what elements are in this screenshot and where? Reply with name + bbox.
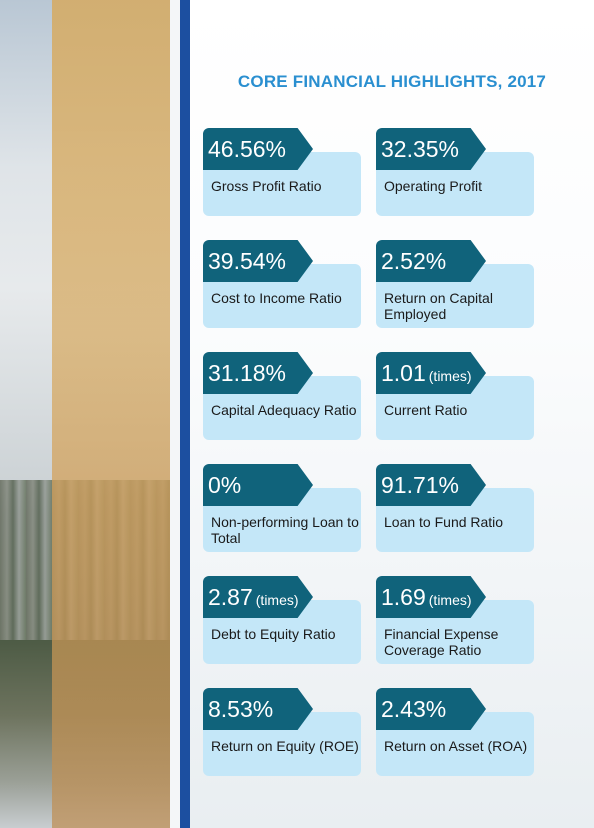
card-label: Gross Profit Ratio [211,178,322,194]
card-label: Capital Adequacy Ratio [211,402,357,418]
value-tab [203,464,313,506]
value-number: 46.56% [208,136,287,162]
value-tab [203,240,313,282]
card-value: 1.69 (times) [381,584,472,611]
card-label: Return on Capital Employed [384,290,493,322]
value-number: 1.69 [381,584,426,610]
highlight-card: 31.18% Capital Adequacy Ratio [203,352,361,440]
card-label: Loan to Fund Ratio [384,514,504,530]
card-value: 2.43% [381,696,449,723]
card-value: 31.18% [208,360,289,387]
value-tab [376,688,486,730]
value-number: 2.52% [381,248,447,274]
value-unit: (times) [255,592,299,608]
value-number: 2.87 [208,584,253,610]
value-number: 1.01 [381,360,426,386]
value-tab [203,576,313,618]
highlight-card: 2.43% Return on Asset (ROA) [376,688,534,776]
white-divider-strip [170,0,180,828]
blue-accent-bar [180,0,190,828]
card-label: Return on Equity (ROE) [211,738,359,754]
value-tab [376,128,486,170]
highlight-card: 2.52% Return on Capital Employed [376,240,534,328]
card-label: Return on Asset (ROA) [384,738,528,754]
value-number: 32.35% [381,136,460,162]
highlight-card: 91.71% Loan to Fund Ratio [376,464,534,552]
value-tab [203,352,313,394]
value-tab [203,688,313,730]
value-tab [376,240,486,282]
card-value: 2.52% [381,248,449,275]
value-number: 8.53% [208,696,274,722]
card-value: 32.35% [381,136,462,163]
card-value: 0% [208,472,244,499]
card-value: 8.53% [208,696,276,723]
card-value: 2.87 (times) [208,584,299,611]
value-number: 0% [208,472,242,498]
value-tab [376,352,486,394]
highlight-card: 32.35% Operating Profit [376,128,534,216]
card-label: Cost to Income Ratio [211,290,342,306]
card-label: Operating Profit [384,178,483,194]
card-value: 1.01 (times) [381,360,472,387]
amber-overlay-band [52,0,170,828]
value-number: 39.54% [208,248,287,274]
highlight-card: 0% Non-performing Loan to Total [203,464,361,552]
card-value: 39.54% [208,248,289,275]
value-number: 2.43% [381,696,447,722]
value-tab [203,128,313,170]
value-number: 91.71% [381,472,460,498]
highlight-card: 46.56% Gross Profit Ratio [203,128,361,216]
highlight-card: 1.69 (times) Financial Expense Coverage R… [376,576,534,664]
highlight-card: 1.01 (times) Current Ratio [376,352,534,440]
page-title: CORE FINANCIAL HIGHLIGHTS, 2017 [237,72,547,91]
value-unit: (times) [428,368,472,384]
value-number: 31.18% [208,360,287,386]
card-label: Debt to Equity Ratio [211,626,336,642]
value-unit: (times) [428,592,472,608]
card-label: Financial Expense Coverage Ratio [384,626,499,658]
value-tab [376,576,486,618]
card-value: 46.56% [208,136,289,163]
highlight-card: 39.54% Cost to Income Ratio [203,240,361,328]
card-label: Current Ratio [384,402,468,418]
highlight-card: 2.87 (times) Debt to Equity Ratio [203,576,361,664]
card-value: 91.71% [381,472,462,499]
highlight-card: 8.53% Return on Equity (ROE) [203,688,361,776]
card-label: Non-performing Loan to Total [211,514,359,546]
value-tab [376,464,486,506]
